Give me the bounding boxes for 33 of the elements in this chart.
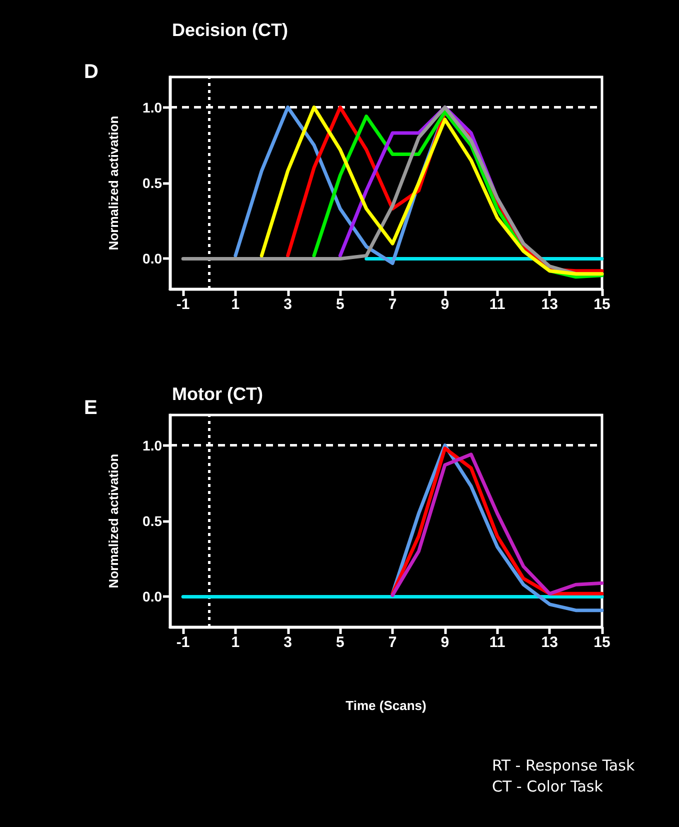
y-tick-label: 0.5 <box>142 513 162 529</box>
y-tick-label: 1.0 <box>142 437 162 454</box>
x-tick-label: 1 <box>231 634 240 651</box>
x-tick-label: 13 <box>541 634 558 651</box>
y-tick-label: 0.0 <box>142 588 162 605</box>
x-tick-label: 9 <box>440 296 450 313</box>
x-tick-label: 5 <box>336 634 344 651</box>
y-axis-title: Normalized activation <box>106 454 121 588</box>
x-tick-label: 11 <box>489 634 506 651</box>
text: E <box>84 397 98 419</box>
text: RT - Response Task <box>492 756 635 774</box>
x-tick-label: 3 <box>284 634 292 651</box>
text: D <box>84 61 98 83</box>
chart-title: Motor (CT) <box>172 384 263 404</box>
x-tick-label: 7 <box>388 296 397 313</box>
x-tick-label: 15 <box>594 296 610 313</box>
x-tick-label: -1 <box>176 296 190 313</box>
x-axis-title: Time (Scans) <box>346 698 426 713</box>
chart-title: Decision (CT) <box>172 20 288 40</box>
x-tick-label: 11 <box>489 296 506 313</box>
y-tick-label: 0.5 <box>142 175 162 191</box>
x-tick-label: -1 <box>176 634 190 651</box>
x-tick-label: 9 <box>440 634 450 651</box>
x-tick-label: 15 <box>594 634 610 651</box>
y-axis-title: Normalized activation <box>106 116 121 250</box>
text: CT - Color Task <box>492 778 604 796</box>
x-tick-label: 1 <box>231 296 240 313</box>
y-tick-label: 0.0 <box>142 250 162 267</box>
x-tick-label: 5 <box>336 296 344 313</box>
y-tick-label: 1.0 <box>142 99 162 116</box>
x-tick-label: 7 <box>388 634 397 651</box>
x-tick-label: 13 <box>541 296 558 313</box>
x-tick-label: 3 <box>284 296 292 313</box>
